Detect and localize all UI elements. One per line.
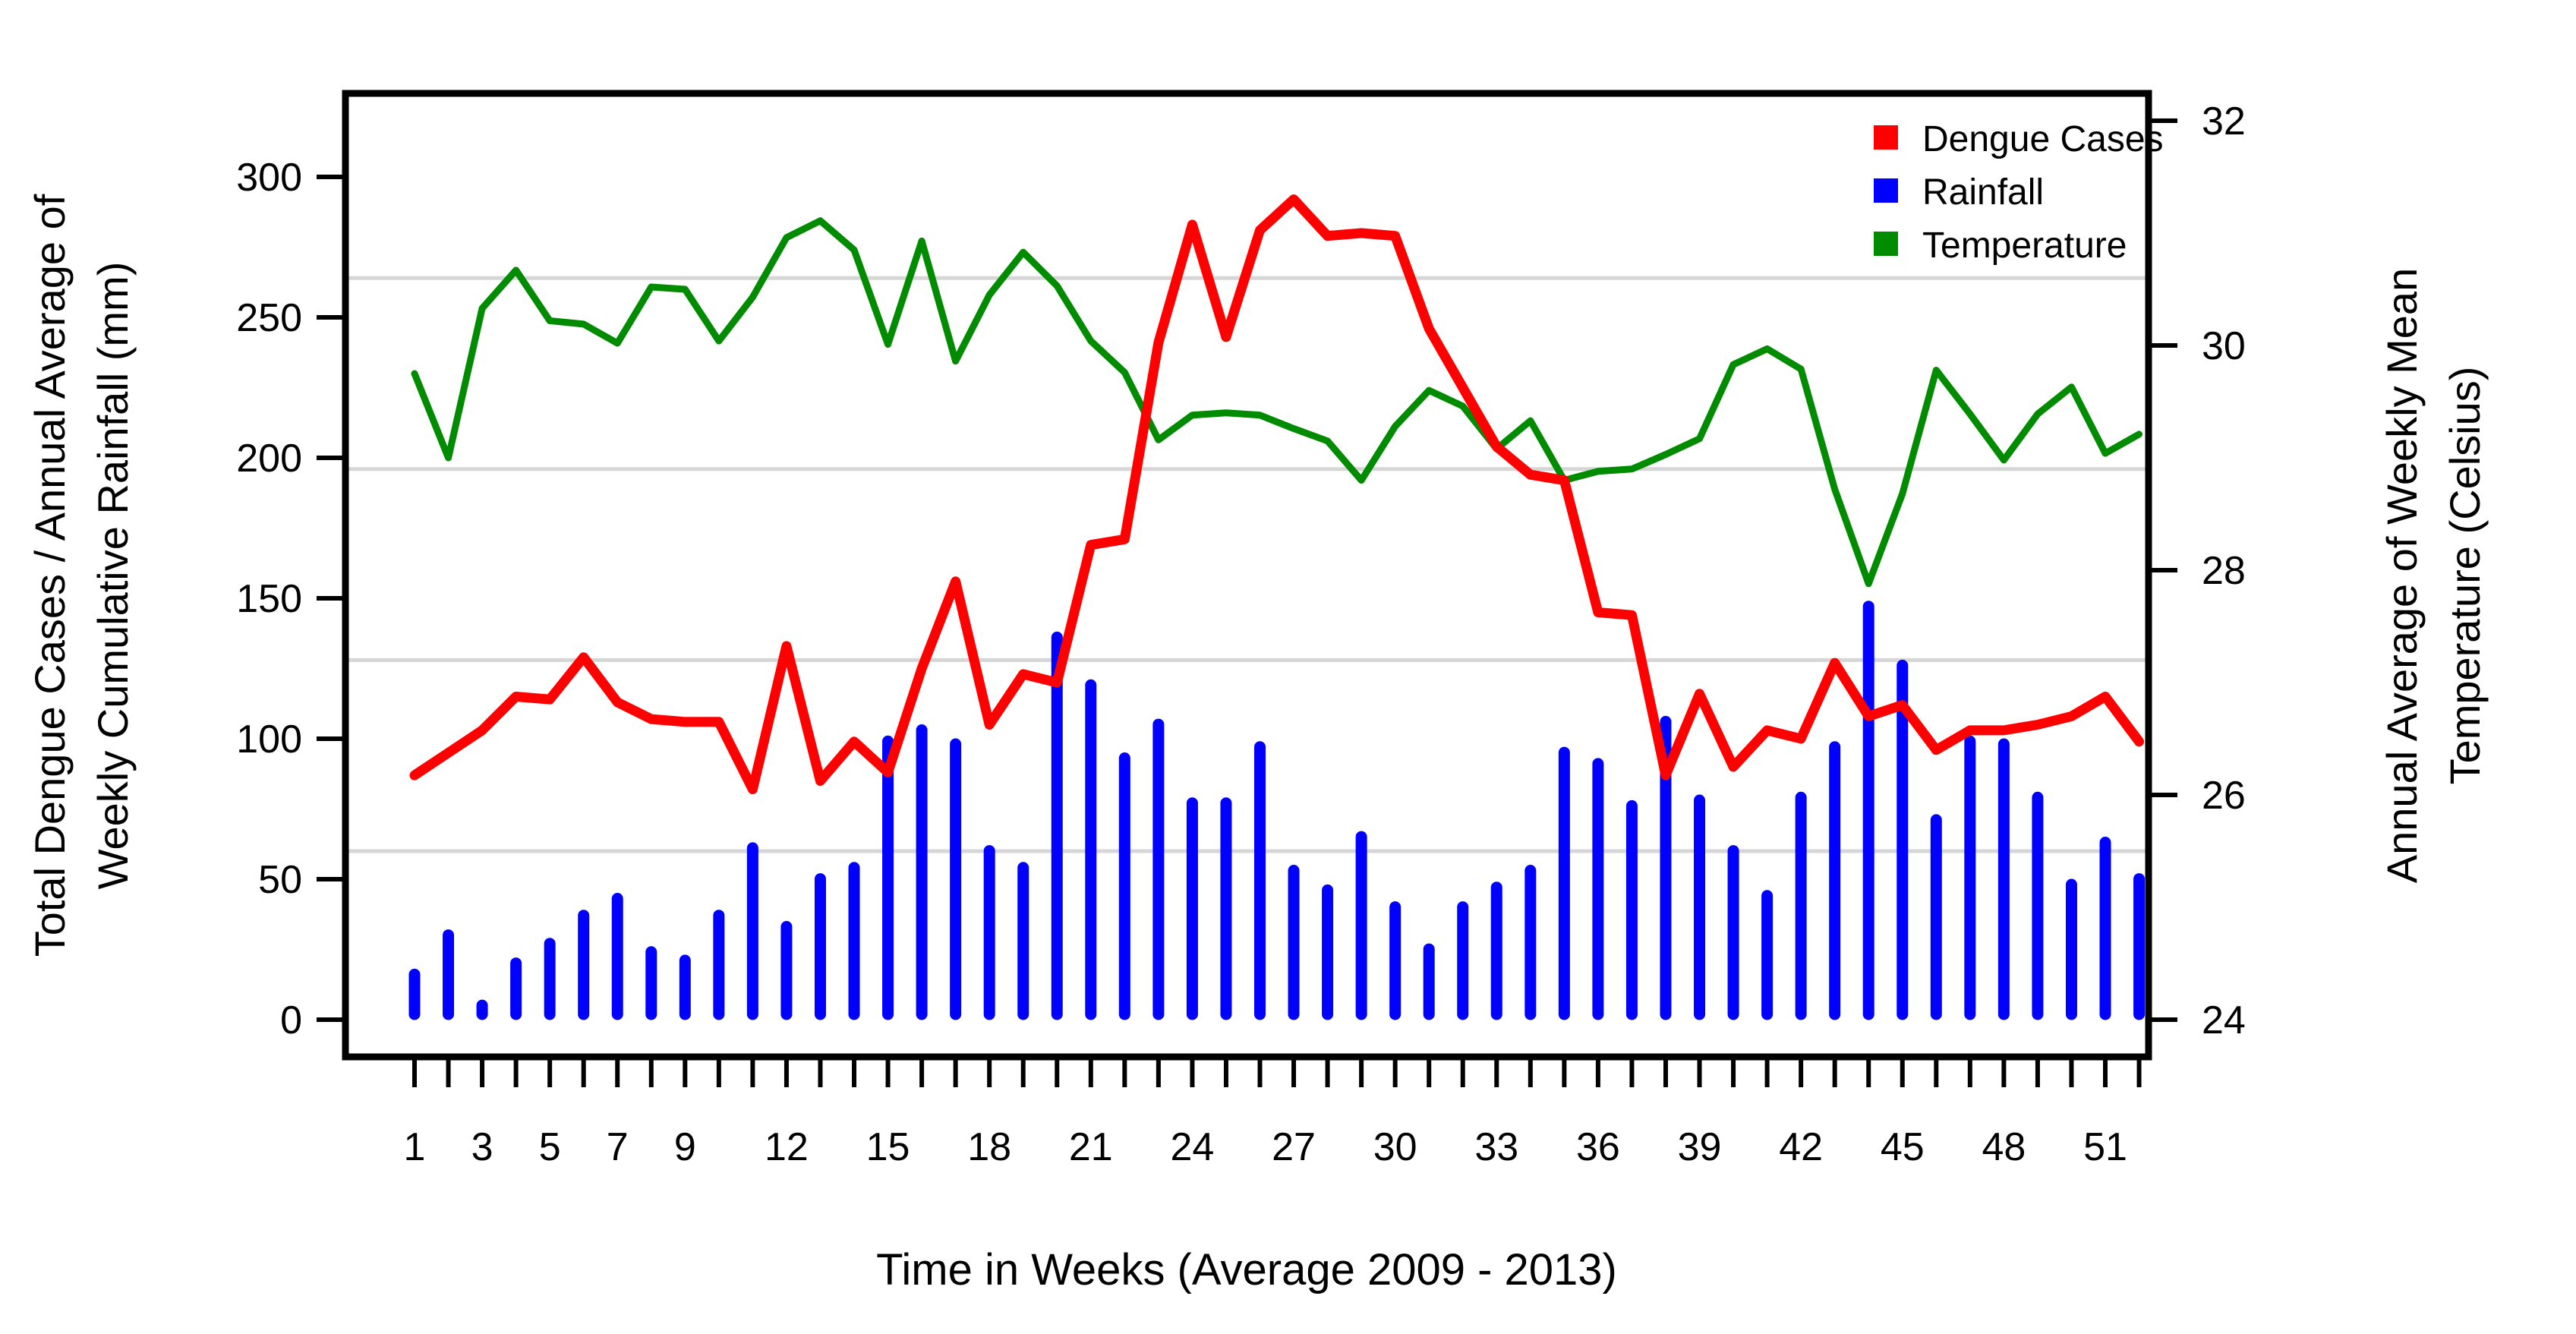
x-tick-label-week-7: 7	[607, 1125, 629, 1169]
x-tick-label-week-39: 39	[1678, 1125, 1722, 1169]
x-axis-ticks	[412, 1057, 2142, 1087]
x-tick-label-week-27: 27	[1272, 1125, 1316, 1169]
legend-swatch-temperature	[1874, 232, 1898, 256]
y-left-tick-label-200: 200	[236, 437, 302, 481]
x-tick-label-week-5: 5	[539, 1125, 561, 1169]
y-left-tick-label-100: 100	[236, 717, 302, 762]
legend-swatch-dengue-cases	[1874, 125, 1898, 150]
x-tick-label-week-3: 3	[471, 1125, 493, 1169]
x-tick-label-week-48: 48	[1982, 1125, 2026, 1169]
x-tick-label-week-21: 21	[1069, 1125, 1113, 1169]
rainfall-bars	[408, 601, 2146, 1020]
legend: Dengue Cases Rainfall Temperature	[1874, 119, 2164, 266]
dengue-polyline	[409, 194, 2145, 795]
temperature-line	[411, 217, 2143, 588]
x-tick-label-week-33: 33	[1474, 1125, 1518, 1169]
temperature-polyline	[411, 217, 2143, 588]
y-right-tick-label-26: 26	[2202, 774, 2246, 818]
y-left-axis-title-line-1: Total Dengue Cases / Annual Average of	[26, 194, 74, 957]
x-tick-label-week-36: 36	[1576, 1125, 1620, 1169]
x-tick-label-week-15: 15	[866, 1125, 910, 1169]
x-axis-tick-labels: 1 3 5 7 9 12 15 18 21 24 27 30 33 36 39 42 45 48 51	[404, 1125, 2127, 1169]
x-tick-label-week-18: 18	[967, 1125, 1011, 1169]
y-axis-right-ticks: 24 26 28 30 32	[2149, 99, 2246, 1042]
y-right-tick-label-30: 30	[2202, 324, 2246, 368]
x-tick-label-week-51: 51	[2083, 1125, 2127, 1169]
legend-label-temperature: Temperature	[1922, 225, 2127, 266]
y-left-tick-label-50: 50	[258, 858, 302, 902]
plot-border	[342, 90, 2152, 1061]
legend-label-rainfall: Rainfall	[1922, 172, 2044, 213]
x-tick-label-week-9: 9	[674, 1125, 696, 1169]
y-axis-left-ticks: 0 50 100 150 200 250 300	[236, 156, 345, 1042]
y-right-tick-label-24: 24	[2202, 998, 2246, 1042]
y-right-axis-title-line-1: Annual Average of Weekly Mean	[2378, 268, 2426, 883]
y-left-tick-label-150: 150	[236, 577, 302, 621]
x-tick-label-week-45: 45	[1881, 1125, 1925, 1169]
x-tick-label-week-12: 12	[765, 1125, 809, 1169]
y-left-tick-label-300: 300	[236, 156, 302, 200]
x-axis-title: Time in Weeks (Average 2009 - 2013)	[876, 1245, 1617, 1295]
x-tick-label-week-30: 30	[1373, 1125, 1417, 1169]
y-right-axis-title-line-2: Temperature (Celsius)	[2441, 367, 2489, 785]
x-tick-label-week-42: 42	[1779, 1125, 1823, 1169]
y-right-tick-label-32: 32	[2202, 99, 2246, 143]
y-left-tick-label-250: 250	[236, 296, 302, 340]
legend-swatch-rainfall	[1874, 178, 1898, 203]
x-tick-label-week-24: 24	[1170, 1125, 1214, 1169]
legend-label-dengue-cases: Dengue Cases	[1922, 119, 2164, 159]
y-left-tick-label-0: 0	[280, 998, 302, 1042]
dengue-line	[409, 194, 2145, 795]
y-right-tick-label-28: 28	[2202, 549, 2246, 593]
y-left-axis-title-line-2: Weekly Cumulative Rainfall (mm)	[89, 262, 137, 890]
x-tick-label-week-1: 1	[404, 1125, 426, 1169]
